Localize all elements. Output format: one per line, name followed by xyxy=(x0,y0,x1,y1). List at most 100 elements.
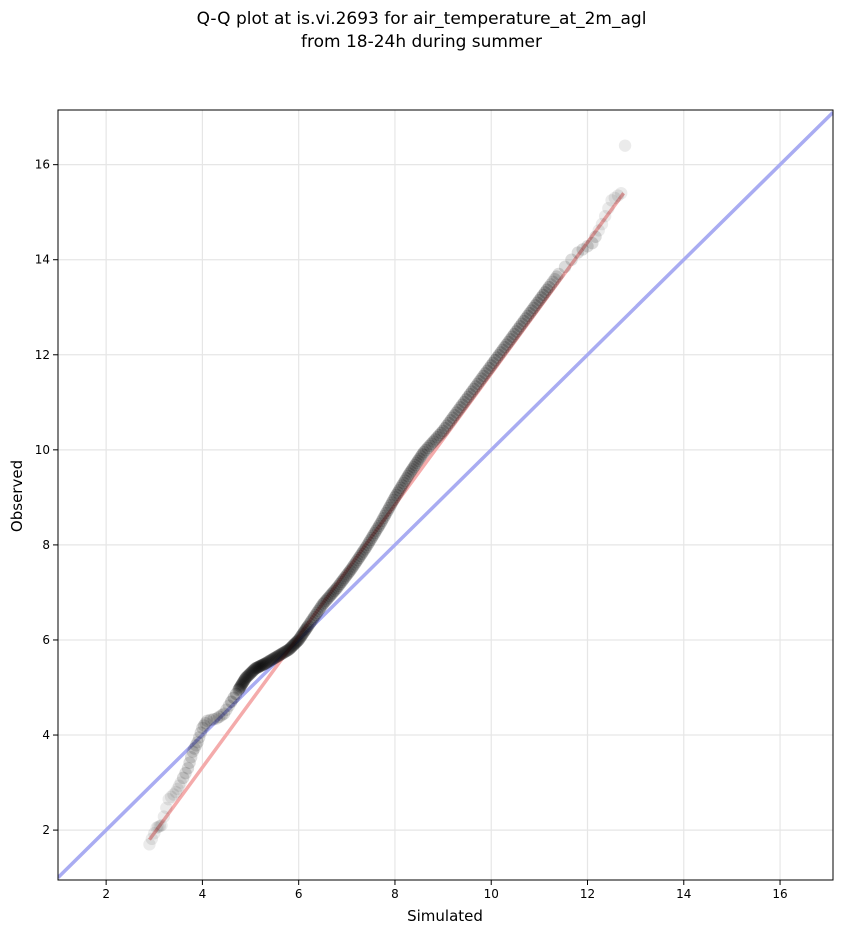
qq-point xyxy=(225,695,238,708)
y-tick-label: 16 xyxy=(35,158,50,172)
qq-point xyxy=(264,653,278,667)
qq-point xyxy=(160,801,173,815)
qq-point xyxy=(222,699,236,712)
qq-point xyxy=(251,661,264,674)
qq-point xyxy=(565,253,578,266)
plot-layer xyxy=(58,111,833,879)
qq-point xyxy=(425,437,438,450)
qq-point xyxy=(602,202,615,215)
qq-point xyxy=(611,189,625,202)
qq-point xyxy=(233,681,247,694)
qq-point xyxy=(157,810,171,823)
qq-point xyxy=(329,583,342,596)
qq-point xyxy=(285,640,299,653)
qq-point xyxy=(413,452,426,465)
qq-point xyxy=(349,556,363,569)
qq-point xyxy=(510,325,523,338)
qq-point xyxy=(255,658,269,672)
qq-point xyxy=(234,680,247,693)
qq-point xyxy=(502,335,515,349)
qq-point xyxy=(477,369,490,383)
qq-point xyxy=(414,450,428,463)
qq-point xyxy=(458,395,471,409)
qq-point xyxy=(287,638,301,651)
qq-point xyxy=(508,327,521,341)
qq-points xyxy=(143,139,632,851)
qq-point xyxy=(288,637,302,650)
qq-point xyxy=(352,551,366,565)
qq-point xyxy=(454,401,467,414)
qq-point xyxy=(312,604,325,617)
qq-point xyxy=(269,651,283,664)
qq-point xyxy=(390,488,403,502)
qq-point xyxy=(279,645,292,658)
qq-point xyxy=(372,519,386,533)
qq-point xyxy=(548,273,561,286)
qq-point xyxy=(309,608,322,622)
qq-point xyxy=(245,666,258,679)
grid-layer xyxy=(58,110,833,880)
qq-point xyxy=(262,655,275,668)
qq-point xyxy=(581,240,594,253)
qq-point xyxy=(236,676,250,689)
qq-point xyxy=(181,762,195,775)
qq-point xyxy=(407,460,420,474)
qq-point xyxy=(298,625,311,638)
qq-point xyxy=(319,594,332,608)
qq-point xyxy=(544,278,558,291)
qq-point xyxy=(365,531,379,544)
y-tick-label: 10 xyxy=(35,443,50,457)
qq-point xyxy=(304,615,318,628)
qq-point xyxy=(191,735,204,749)
qq-point xyxy=(336,573,350,587)
qq-point xyxy=(307,610,321,624)
qq-point xyxy=(169,785,183,799)
qq-point xyxy=(398,474,412,487)
qq-point xyxy=(540,283,554,296)
qq-point xyxy=(490,351,504,364)
qq-point xyxy=(268,651,281,665)
qq-point xyxy=(286,639,300,652)
qq-point xyxy=(488,354,502,367)
qq-point xyxy=(274,648,287,661)
qq-point xyxy=(183,756,196,769)
qq-point xyxy=(384,499,397,512)
qq-point xyxy=(517,314,531,328)
qq-point xyxy=(239,671,252,685)
qq-point xyxy=(500,338,513,351)
qq-point xyxy=(275,647,289,660)
qq-point xyxy=(155,819,168,832)
qq-point xyxy=(434,426,448,440)
qq-point xyxy=(210,712,224,725)
qq-point xyxy=(511,322,525,336)
x-axis-label: Simulated xyxy=(407,907,483,925)
qq-point xyxy=(293,632,306,645)
qq-point xyxy=(421,441,434,455)
qq-point xyxy=(436,424,450,438)
qq-point xyxy=(281,643,295,657)
qq-point xyxy=(400,472,413,485)
qq-point xyxy=(266,653,279,666)
qq-point xyxy=(485,359,498,372)
qq-point xyxy=(364,533,377,547)
qq-point xyxy=(152,820,165,834)
qq-point xyxy=(248,663,261,676)
qq-point xyxy=(483,361,496,375)
qq-point xyxy=(515,317,529,330)
qq-point xyxy=(442,416,456,430)
qq-point xyxy=(433,428,446,442)
qq-point xyxy=(438,422,452,435)
qq-point xyxy=(278,646,291,659)
qq-point xyxy=(242,668,255,682)
qq-point xyxy=(299,623,312,637)
qq-point xyxy=(345,562,358,575)
qq-point xyxy=(411,454,425,467)
qq-point xyxy=(167,788,180,801)
qq-point xyxy=(380,506,393,520)
y-tick-label: 8 xyxy=(42,538,50,552)
qq-point xyxy=(174,776,187,789)
qq-point xyxy=(375,514,389,528)
qq-point xyxy=(403,467,416,480)
qq-point xyxy=(272,649,285,663)
chart-title-line-2: from 18-24h during summer xyxy=(301,32,542,52)
